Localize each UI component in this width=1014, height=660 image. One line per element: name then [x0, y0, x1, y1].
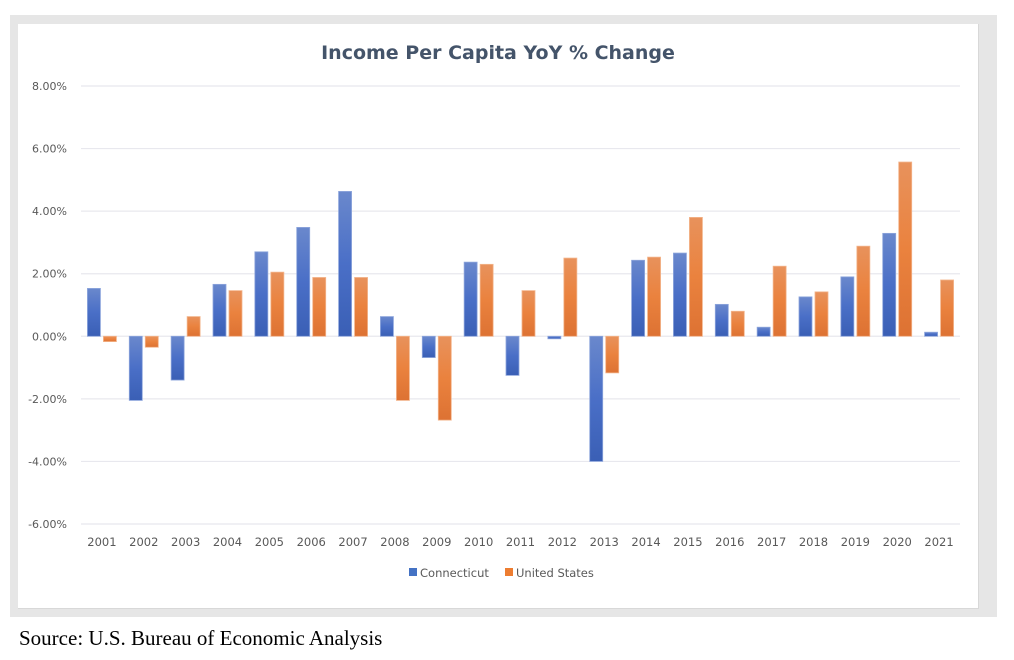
- bar-united-states-2012: [563, 257, 578, 337]
- bar-united-states-2017: [772, 265, 787, 337]
- x-tick-label: 2019: [841, 535, 870, 549]
- bar-united-states-2004: [228, 290, 243, 337]
- x-tick-label: 2020: [883, 535, 912, 549]
- legend-label-connecticut: Connecticut: [420, 566, 489, 580]
- bar-connecticut-2010: [463, 261, 478, 337]
- y-axis-ticks: 8.00% 6.00% 4.00% 2.00% 0.00% -2.00% -4.00% -6.…: [28, 80, 67, 531]
- bar-connecticut-2017: [756, 326, 771, 337]
- bar-connecticut-2019: [840, 276, 855, 337]
- x-tick-label: 2004: [213, 535, 242, 549]
- bar-united-states-2015: [689, 216, 703, 337]
- y-tick-label: -6.00%: [28, 518, 67, 531]
- gridlines: [81, 85, 960, 525]
- x-tick-label: 2010: [464, 535, 493, 549]
- x-tick-label: 2017: [757, 535, 786, 549]
- x-tick-label: 2009: [422, 535, 451, 549]
- bar-connecticut-2013: [589, 335, 604, 462]
- bar-connecticut-2020: [882, 232, 897, 337]
- bar-united-states-2013: [605, 335, 620, 374]
- bar-united-states-2011: [521, 290, 536, 337]
- x-tick-label: 2008: [380, 535, 409, 549]
- bar-united-states-2019: [856, 245, 871, 337]
- bar-connecticut-2018: [798, 296, 813, 337]
- x-tick-label: 2021: [924, 535, 953, 549]
- legend: Connecticut United States: [409, 566, 594, 580]
- bar-connecticut-2008: [380, 316, 394, 337]
- bar-united-states-2003: [186, 316, 201, 337]
- y-tick-label: 0.00%: [32, 330, 67, 343]
- bar-united-states-2001: [103, 335, 117, 343]
- bar-connecticut-2002: [128, 335, 143, 401]
- bar-united-states-2006: [312, 277, 327, 337]
- chart-title: Income Per Capita YoY % Change: [321, 42, 675, 64]
- bar-connecticut-2021: [924, 331, 938, 337]
- y-tick-label: -2.00%: [28, 393, 67, 406]
- bar-united-states-2014: [647, 256, 661, 337]
- bar-united-states-2010: [479, 263, 494, 337]
- legend-label-united-states: United States: [516, 566, 594, 580]
- x-tick-label: 2005: [255, 535, 284, 549]
- bar-connecticut-2007: [338, 191, 352, 337]
- y-tick-label: 8.00%: [32, 80, 67, 93]
- bar-connecticut-2014: [631, 259, 645, 337]
- x-tick-label: 2002: [129, 535, 158, 549]
- x-tick-label: 2014: [631, 535, 660, 549]
- y-tick-label: 4.00%: [32, 205, 67, 218]
- x-tick-label: 2018: [799, 535, 828, 549]
- bar-connecticut-2012: [547, 335, 562, 340]
- bar-united-states-2018: [814, 291, 829, 337]
- source-caption: Source: U.S. Bureau of Economic Analysis: [19, 626, 383, 650]
- x-tick-label: 2003: [171, 535, 200, 549]
- y-tick-label: -4.00%: [28, 455, 67, 468]
- bar-united-states-2020: [898, 161, 913, 337]
- bar-connecticut-2001: [87, 288, 101, 337]
- bar-united-states-2007: [354, 277, 368, 337]
- legend-swatch-united-states: [505, 568, 513, 576]
- bar-united-states-2009: [437, 335, 452, 421]
- x-tick-label: 2016: [715, 535, 744, 549]
- bar-united-states-2002: [144, 335, 159, 348]
- x-tick-label: 2013: [590, 535, 619, 549]
- x-tick-label: 2015: [673, 535, 702, 549]
- bar-connecticut-2016: [714, 303, 729, 337]
- legend-swatch-connecticut: [409, 568, 417, 576]
- x-tick-label: 2006: [297, 535, 326, 549]
- bar-connecticut-2005: [254, 251, 269, 337]
- bar-connecticut-2011: [505, 335, 520, 376]
- x-tick-label: 2012: [548, 535, 577, 549]
- bar-connecticut-2006: [296, 227, 311, 337]
- x-tick-label: 2007: [338, 535, 367, 549]
- x-tick-label: 2001: [87, 535, 116, 549]
- x-axis-ticks: 2001 2002 2003 2004 2005 2006 2007 2008 2009 2010…: [87, 535, 953, 549]
- bar-united-states-2016: [730, 310, 745, 337]
- bar-united-states-2005: [270, 271, 285, 337]
- bar-connecticut-2015: [673, 252, 687, 337]
- bar-united-states-2008: [396, 335, 410, 401]
- bar-united-states-2021: [940, 279, 954, 337]
- bar-connecticut-2004: [212, 283, 227, 337]
- x-tick-label: 2011: [506, 535, 535, 549]
- y-tick-label: 6.00%: [32, 143, 67, 156]
- y-tick-label: 2.00%: [32, 268, 67, 281]
- bar-connecticut-2003: [170, 335, 185, 381]
- bar-connecticut-2009: [421, 335, 436, 358]
- bars: [87, 161, 954, 462]
